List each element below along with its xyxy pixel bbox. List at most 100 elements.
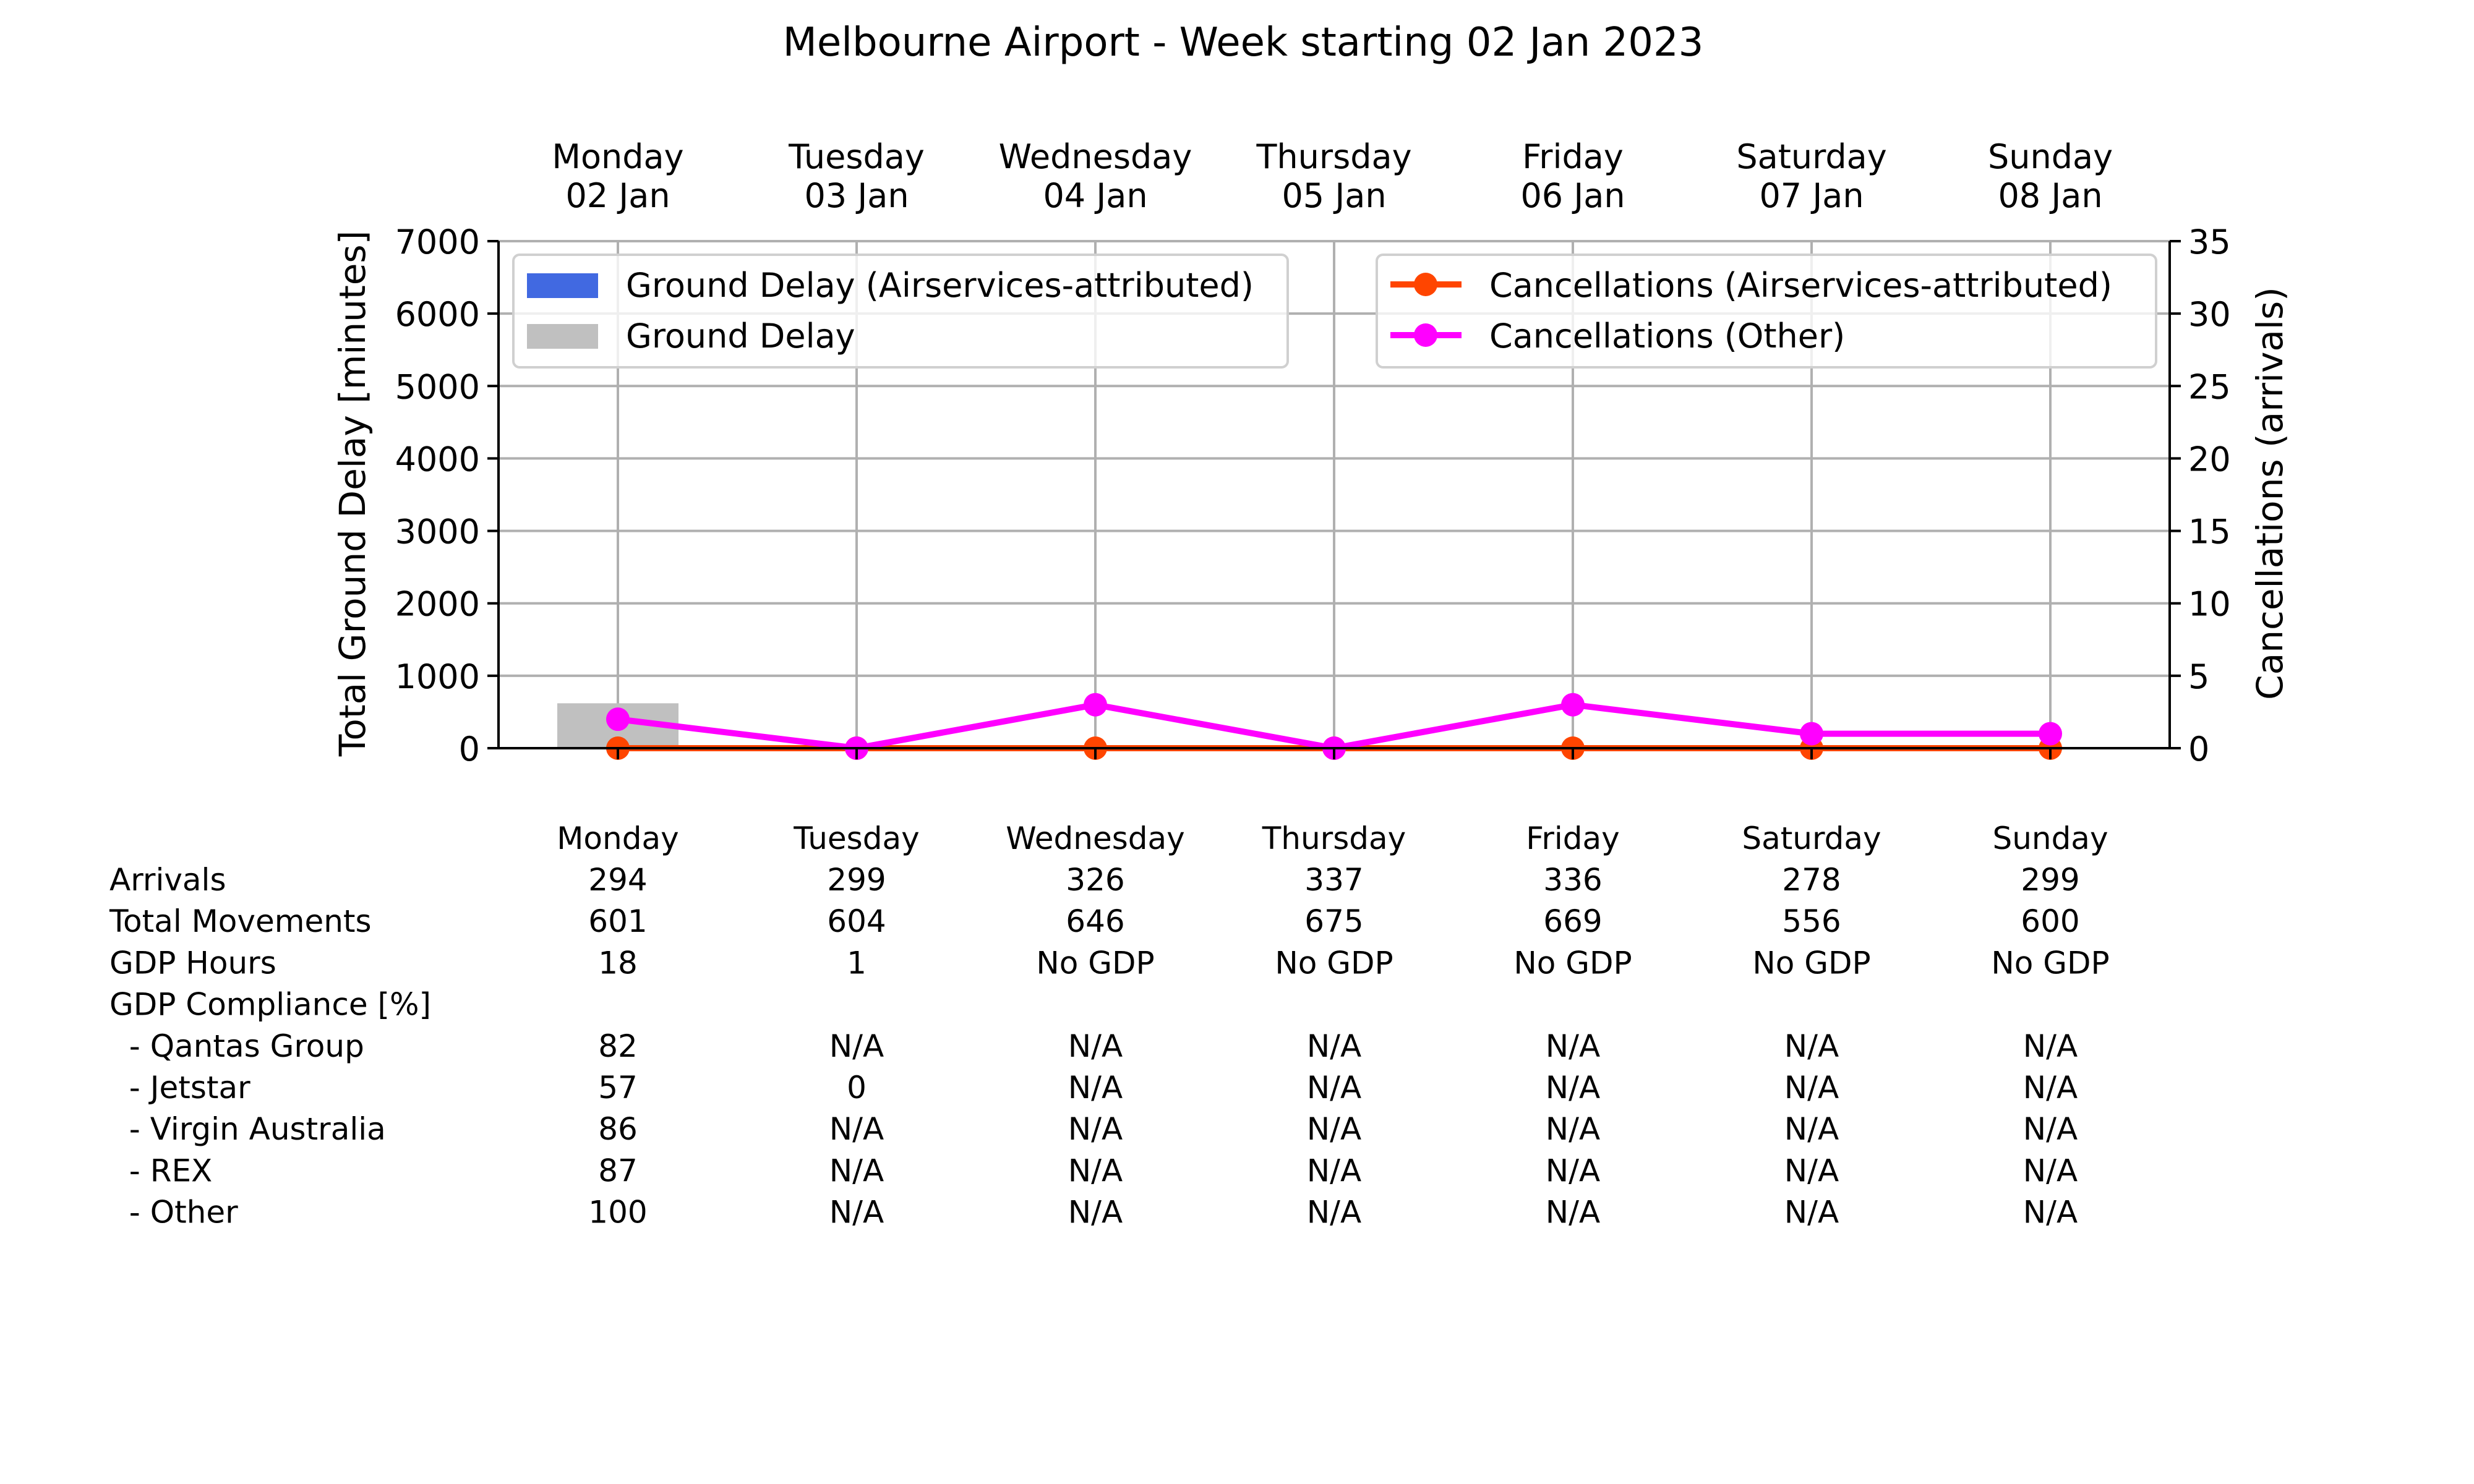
- table-cell: N/A: [1784, 1195, 1839, 1230]
- table-cell: N/A: [2023, 1070, 2078, 1106]
- y-axis-label: Total Ground Delay [minutes]: [332, 231, 374, 757]
- series-point: [1084, 693, 1107, 717]
- table-cell: 337: [1304, 862, 1363, 898]
- table-cell: N/A: [2023, 1028, 2078, 1064]
- table-header-cell: Friday: [1526, 821, 1620, 856]
- table-row-label: - Virgin Australia: [109, 1111, 386, 1147]
- table-cell: No GDP: [1752, 945, 1870, 981]
- table-cell: 100: [588, 1195, 647, 1230]
- legend-swatch: [527, 324, 598, 349]
- table-cell: N/A: [2023, 1153, 2078, 1188]
- table-cell: N/A: [1307, 1070, 1361, 1106]
- table-cell: 0: [847, 1070, 867, 1106]
- table-cell: 326: [1066, 862, 1124, 898]
- table-row-label: - REX: [109, 1153, 212, 1188]
- y-tick-label: 2000: [395, 585, 480, 624]
- table-row-label: GDP Hours: [109, 945, 276, 981]
- y-tick-label: 5000: [395, 367, 480, 406]
- table-cell: 604: [827, 903, 886, 939]
- table-cell: N/A: [1307, 1195, 1361, 1230]
- table-cell: 600: [2021, 903, 2079, 939]
- table-header-cell: Sunday: [1992, 821, 2108, 856]
- table-cell: No GDP: [1513, 945, 1632, 981]
- table-row-label: GDP Compliance [%]: [109, 987, 431, 1023]
- table-cell: 646: [1066, 903, 1124, 939]
- table-cell: 669: [1543, 903, 1602, 939]
- x-tick-label-day: Friday: [1522, 137, 1624, 176]
- y-tick-label: 7000: [395, 223, 480, 262]
- table-cell: 299: [827, 862, 886, 898]
- y2-tick-label: 15: [2188, 513, 2231, 552]
- table-cell: N/A: [1307, 1028, 1361, 1064]
- legend-box-right: [1376, 254, 2157, 369]
- y-tick-label: 4000: [395, 440, 480, 479]
- table-cell: 336: [1543, 862, 1602, 898]
- x-tick-label-date: 03 Jan: [804, 176, 909, 215]
- x-tick-label-day: Wednesday: [999, 137, 1192, 176]
- table-cell: 1: [847, 945, 867, 981]
- y2-tick-label: 5: [2188, 657, 2209, 696]
- y-tick-label: 1000: [395, 657, 480, 696]
- legend-label: Cancellations (Other): [1489, 317, 1845, 356]
- legend-label: Ground Delay (Airservices-attributed): [626, 266, 1254, 305]
- table-cell: N/A: [1307, 1153, 1361, 1188]
- x-tick-label-date: 07 Jan: [1759, 176, 1864, 215]
- table-row-label: - Other: [109, 1195, 238, 1230]
- table-cell: 82: [598, 1028, 638, 1064]
- table-cell: N/A: [1068, 1028, 1123, 1064]
- y2-tick-label: 0: [2188, 730, 2209, 769]
- x-tick-label-date: 04 Jan: [1043, 176, 1147, 215]
- table-cell: N/A: [829, 1153, 884, 1188]
- table-cell: 601: [588, 903, 647, 939]
- table-cell: 299: [2021, 862, 2079, 898]
- table-cell: N/A: [1546, 1195, 1600, 1230]
- table-row-label: Total Movements: [109, 903, 372, 939]
- table-cell: 18: [598, 945, 638, 981]
- table-cell: 556: [1782, 903, 1841, 939]
- legend-label: Ground Delay: [626, 317, 855, 356]
- table-cell: N/A: [829, 1195, 884, 1230]
- y2-tick-label: 10: [2188, 585, 2231, 624]
- table-header-cell: Wednesday: [1006, 821, 1184, 856]
- legend-marker: [1414, 273, 1437, 296]
- series-point: [1800, 722, 1823, 746]
- legend-swatch: [527, 273, 598, 298]
- x-tick-label-day: Tuesday: [788, 137, 925, 176]
- y2-tick-label: 20: [2188, 440, 2231, 479]
- y2-tick-label: 25: [2188, 367, 2231, 406]
- x-tick-label-day: Monday: [552, 137, 683, 176]
- table-cell: N/A: [1068, 1195, 1123, 1230]
- table-header-cell: Tuesday: [793, 821, 919, 856]
- legend-marker: [1414, 323, 1437, 347]
- table-cell: 57: [598, 1070, 638, 1106]
- y2-axis-label: Cancellations (arrivals): [2249, 287, 2291, 700]
- table-cell: No GDP: [1036, 945, 1154, 981]
- table-cell: N/A: [1546, 1153, 1600, 1188]
- y2-tick-label: 30: [2188, 295, 2231, 334]
- series-point: [2039, 722, 2062, 746]
- stats-table: Monday Tuesday Wednesday Thursday Friday Satu…: [109, 821, 2110, 1230]
- chart-title: Melbourne Airport - Week starting 02 Jan…: [783, 20, 1704, 66]
- table-cell: N/A: [1546, 1028, 1600, 1064]
- table-header-cell: Thursday: [1262, 821, 1406, 856]
- table-header-cell: Monday: [557, 821, 678, 856]
- y-tick-label: 0: [459, 730, 480, 769]
- series-point: [606, 707, 630, 731]
- table-cell: N/A: [1784, 1153, 1839, 1188]
- table-cell: 294: [588, 862, 647, 898]
- table-cell: N/A: [1068, 1111, 1123, 1147]
- x-tick-label-day: Saturday: [1736, 137, 1886, 176]
- table-cell: N/A: [829, 1111, 884, 1147]
- table-cell: N/A: [1546, 1070, 1600, 1106]
- table-cell: N/A: [1307, 1111, 1361, 1147]
- table-row-label: Arrivals: [109, 862, 226, 898]
- y-tick-label: 6000: [395, 295, 480, 334]
- table-cell: N/A: [1784, 1111, 1839, 1147]
- axes: 0 1000 2000 3000 4000 5000 6000 7000 0 5 10 15 20 25 3…: [395, 137, 2231, 769]
- table-cell: N/A: [2023, 1111, 2078, 1147]
- table-cell: No GDP: [1991, 945, 2109, 981]
- table-cell: 86: [598, 1111, 638, 1147]
- table-cell: N/A: [1068, 1153, 1123, 1188]
- x-tick-label-date: 06 Jan: [1520, 176, 1625, 215]
